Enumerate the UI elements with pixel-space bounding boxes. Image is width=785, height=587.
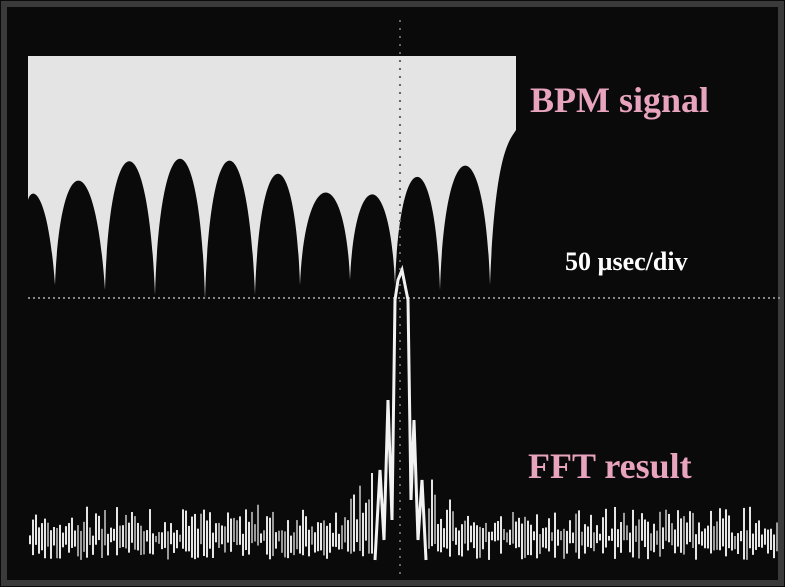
fft-peak bbox=[373, 264, 428, 561]
timebase-label: 50 µsec/div bbox=[565, 247, 688, 276]
signal-label: BPM signal bbox=[530, 80, 709, 120]
fft-trace bbox=[29, 473, 778, 560]
bpm-waveform bbox=[28, 130, 516, 330]
fft-label: FFT result bbox=[528, 446, 692, 486]
